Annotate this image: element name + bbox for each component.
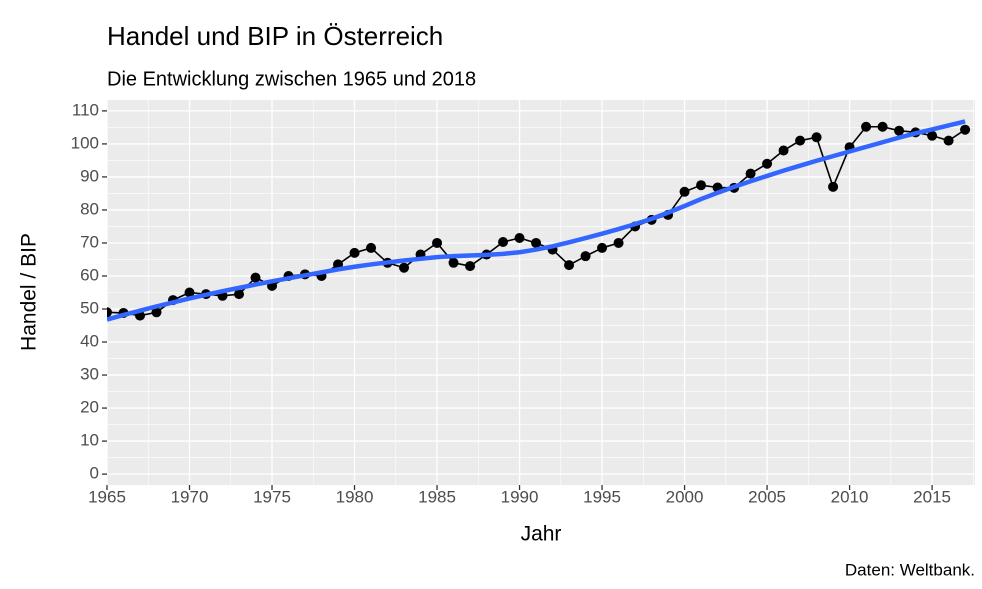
point <box>861 121 872 132</box>
y-tick-label: 0 <box>90 464 99 483</box>
point <box>811 132 822 143</box>
point <box>778 145 789 156</box>
chart-title: Handel und BIP in Österreich <box>107 21 443 51</box>
point <box>432 237 443 248</box>
point <box>613 237 624 248</box>
x-tick-label: 2005 <box>748 487 786 506</box>
x-tick-label: 1980 <box>336 487 374 506</box>
point <box>349 247 360 258</box>
x-tick-label: 2010 <box>831 487 869 506</box>
chart-subtitle: Die Entwicklung zwischen 1965 und 2018 <box>107 68 476 90</box>
y-tick-label: 70 <box>80 232 99 251</box>
y-tick-label: 80 <box>80 199 99 218</box>
point <box>234 289 245 300</box>
point <box>151 307 162 318</box>
y-tick-label: 30 <box>80 365 99 384</box>
point <box>762 158 773 169</box>
point <box>597 242 608 253</box>
point <box>498 236 509 247</box>
y-tick-label: 50 <box>80 298 99 317</box>
y-tick-label: 40 <box>80 332 99 351</box>
point <box>894 125 905 136</box>
point <box>927 130 938 141</box>
grid <box>106 100 975 485</box>
x-tick-label: 1990 <box>501 487 539 506</box>
point <box>828 181 839 192</box>
point <box>514 233 525 244</box>
axes: 0 10 20 30 40 50 60 70 80 90 100 110 1965 1970 1975 198… <box>71 100 951 506</box>
point <box>448 257 459 268</box>
point <box>366 242 377 253</box>
smooth-line <box>107 119 966 322</box>
point <box>679 186 690 197</box>
point <box>696 180 707 191</box>
x-tick-label: 1975 <box>253 487 291 506</box>
x-tick-label: 1965 <box>88 487 126 506</box>
point <box>960 124 971 135</box>
x-tick-label: 2015 <box>913 487 951 506</box>
x-axis-label: Jahr <box>521 523 562 546</box>
point <box>745 168 756 179</box>
y-tick-label: 110 <box>72 100 99 119</box>
y-tick-label: 90 <box>80 166 99 185</box>
caption: Daten: Weltbank. <box>845 560 975 579</box>
y-tick-label: 20 <box>80 398 99 417</box>
y-tick-label: 60 <box>80 265 99 284</box>
y-tick-label: 100 <box>71 133 99 152</box>
x-tick-label: 2000 <box>666 487 704 506</box>
point <box>564 260 575 271</box>
point <box>943 135 954 146</box>
point <box>580 251 591 262</box>
point <box>184 287 195 298</box>
point <box>399 262 410 273</box>
x-tick-label: 1995 <box>583 487 621 506</box>
marks <box>107 119 971 322</box>
point <box>250 272 261 283</box>
point <box>531 237 542 248</box>
point <box>795 135 806 146</box>
x-tick-label: 1970 <box>171 487 209 506</box>
point <box>107 307 112 318</box>
x-tick-label: 1985 <box>418 487 456 506</box>
point <box>877 121 888 132</box>
point <box>465 261 476 272</box>
y-axis-label: Handel / BIP <box>18 233 41 351</box>
y-tick-label: 10 <box>80 431 99 450</box>
